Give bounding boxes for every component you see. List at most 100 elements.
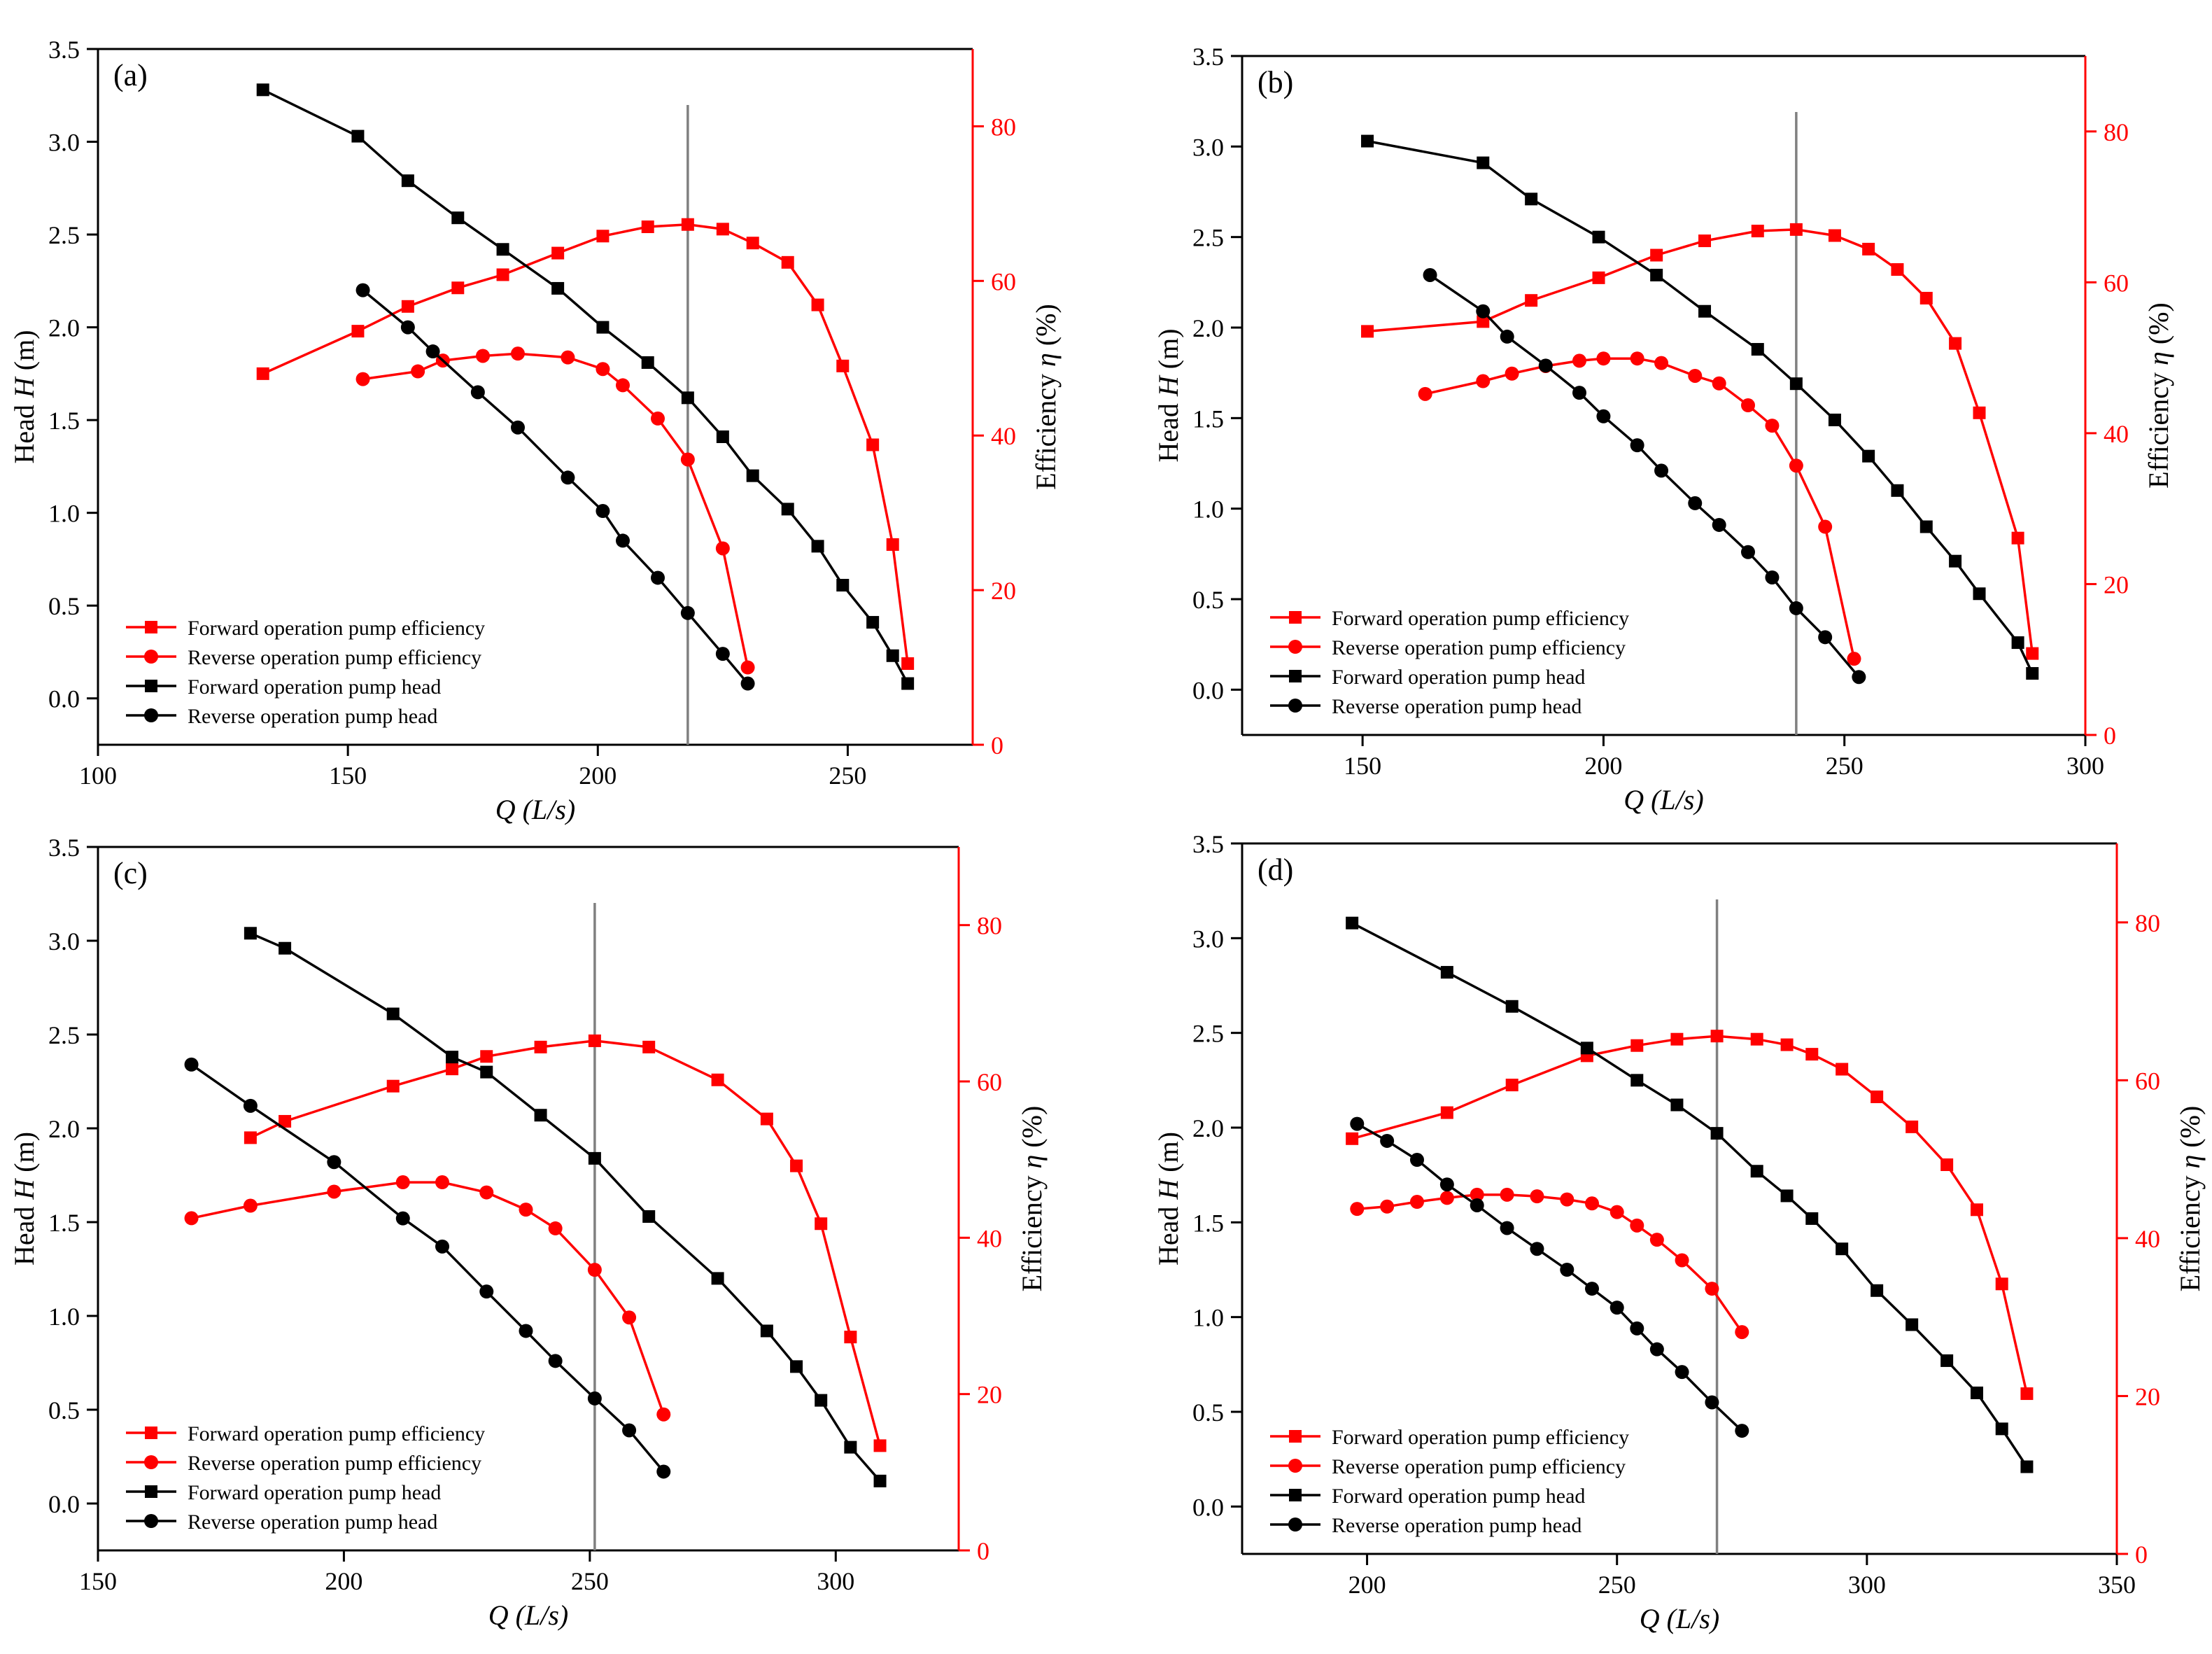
y-right-tick-label: 80 [991,113,1016,141]
data-point [641,220,654,234]
legend-item: Forward operation pump efficiency [126,617,485,640]
data-point [470,385,485,400]
legend-marker [145,621,157,633]
data-point [886,538,899,551]
data-point [1423,267,1437,282]
y-left-tick-label: 0.5 [48,1396,80,1424]
data-point [519,1203,533,1217]
data-point [715,541,730,556]
series-line [262,88,909,685]
y-right-tick-label: 40 [977,1224,1002,1252]
data-point [790,1360,803,1373]
data-point [1630,1074,1644,1087]
x-tick-label: 350 [2098,1571,2136,1599]
series-line [1356,1123,1743,1432]
data-point [1828,229,1841,242]
data-point [1500,1187,1514,1202]
y-left-tick-label: 0.5 [1192,1399,1224,1427]
x-tick-label: 300 [1848,1571,1886,1599]
y-right-axis-title: Efficiency η (%) [1030,304,1062,490]
series-reverse-operation-pump-efficiency [1350,1187,1749,1340]
legend-label: Forward operation pump efficiency [188,1422,485,1445]
data-point [1862,242,1875,255]
data-point [551,281,565,295]
data-point [886,649,899,662]
data-point [1805,1048,1819,1061]
series-forward-operation-pump-efficiency [1361,223,2039,660]
data-point [656,1407,671,1422]
data-point [596,230,610,243]
y-right-tick-label: 40 [991,422,1016,450]
legend-label: Forward operation pump head [1332,666,1585,689]
y-left-tick-label: 1.5 [48,1209,80,1237]
data-point [1973,587,1986,601]
data-point [1995,1422,2008,1436]
data-point [616,533,630,548]
data-point [1712,376,1726,391]
data-point [711,1272,724,1285]
data-point [561,350,575,365]
legend-label: Reverse operation pump head [188,705,437,728]
series-forward-operation-pump-head [256,83,915,690]
data-point [836,359,850,372]
legend-item: Forward operation pump efficiency [126,1422,485,1445]
y-left-tick-label: 2.0 [48,1115,80,1143]
data-point [1439,1177,1454,1192]
data-point [1805,1212,1819,1225]
data-point [327,1155,341,1170]
data-point [740,676,755,691]
data-point [1361,134,1374,148]
x-tick-label: 300 [2066,752,2104,780]
x-tick-label: 250 [571,1567,609,1595]
data-point [1789,601,1803,615]
panel-label: (b) [1258,65,1293,99]
data-point [681,218,694,231]
y-left-axis-title: Head H (m) [8,1132,40,1266]
x-tick-label: 200 [1584,752,1622,780]
y-right-tick-label: 20 [991,577,1016,605]
series-line [1367,139,2034,674]
x-tick-label: 200 [579,762,617,790]
y-left-tick-label: 0.0 [1192,676,1224,704]
data-point [1440,1106,1453,1119]
data-point [1500,1221,1514,1235]
data-point [1596,351,1611,366]
legend-item: Forward operation pump head [1270,666,1585,689]
data-point [1530,1242,1544,1256]
legend-item: Reverse operation pump head [126,1511,437,1534]
data-point [596,362,610,377]
data-point [1350,1116,1365,1131]
data-point [866,438,880,451]
y-left-tick-label: 1.0 [48,500,80,528]
y-left-tick-label: 0.5 [1192,586,1224,614]
data-point [395,1211,410,1226]
panel-d: 200 250 300 350 0.0 0.5 1.0 1.5 2.0 2.5 3.0 3.5 0 20 4… [1153,830,2206,1634]
legend-label: Forward operation pump head [1332,1485,1585,1508]
data-point [1905,1318,1919,1331]
data-point [1505,366,1519,381]
y-left-tick-label: 1.0 [1192,1304,1224,1332]
data-point [642,1040,656,1053]
data-point [476,349,490,363]
y-right-tick-label: 0 [991,731,1003,759]
data-point [1410,1153,1424,1168]
data-point [1940,1354,1954,1367]
data-point [479,1185,494,1200]
data-point [2011,531,2024,545]
y-left-tick-label: 2.5 [48,1021,80,1049]
x-axis-title: Q (L/s) [1623,784,1703,815]
panel-b: 150 200 250 300 0.0 0.5 1.0 1.5 2.0 2.5 3.0 3.5 0 20 4… [1153,43,2174,815]
data-point [511,346,525,361]
data-point [811,298,824,311]
legend-item: Forward operation pump head [126,675,441,699]
data-point [243,1198,258,1213]
data-point [836,579,850,592]
legend-marker [144,708,158,722]
data-point [680,605,695,620]
data-point [1780,1189,1794,1203]
data-point [1380,1199,1395,1214]
data-point [1765,570,1780,584]
data-point [1440,966,1453,979]
data-point [1712,517,1726,532]
